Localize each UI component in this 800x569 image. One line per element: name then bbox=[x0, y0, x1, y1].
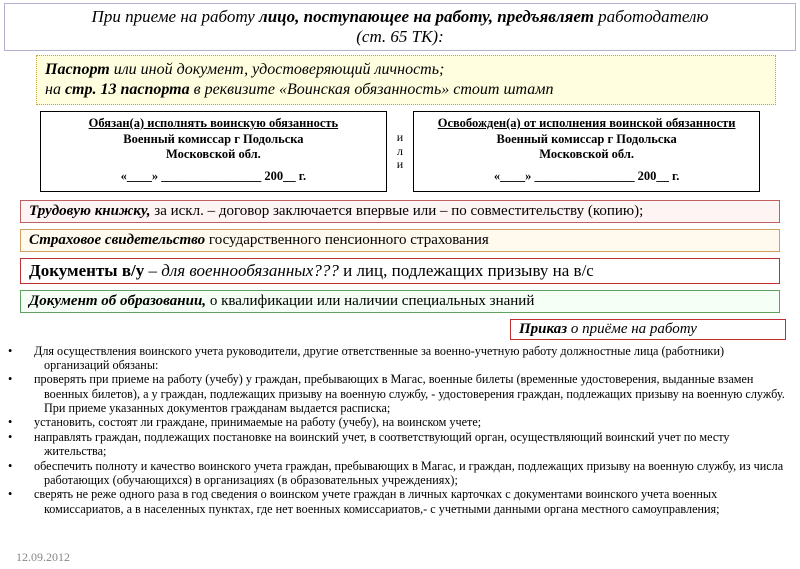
list-item: направлять граждан, подлежащих постановк… bbox=[10, 430, 790, 459]
passport-b1: Паспорт bbox=[45, 61, 110, 78]
passport-pre2: на bbox=[45, 81, 65, 98]
stamp-left-l3: «____» ________________ 200__ г. bbox=[121, 169, 307, 183]
band-obraz: Документ об образовании, о квалификации … bbox=[20, 290, 780, 313]
voen-i: – для военнообязанных??? bbox=[144, 261, 339, 280]
prikaz-rest: о приёме на работу bbox=[567, 321, 697, 337]
stamp-left-l1: Военный комиссар г Подольска bbox=[123, 132, 303, 146]
passport-box: Паспорт или иной документ, удостоверяющи… bbox=[36, 55, 776, 105]
ili-sep: и л и bbox=[397, 131, 403, 171]
voen-b: Документы в/у bbox=[29, 261, 144, 280]
strah-rest: государственного пенсионного страхования bbox=[205, 232, 489, 248]
list-item: Для осуществления воинского учета руково… bbox=[10, 344, 790, 373]
stamp-right-title: Освобожден(а) от исполнения воинской обя… bbox=[428, 116, 745, 132]
stamp-right-l2: Московской обл. bbox=[539, 147, 634, 161]
header-bold: лицо, поступающее на работу, предъявляет bbox=[259, 7, 594, 26]
ili-l: л bbox=[397, 145, 403, 158]
list-item: сверять не реже одного раза в год сведен… bbox=[10, 487, 790, 516]
header-box: При приеме на работу лицо, поступающее н… bbox=[4, 3, 796, 51]
bullets-list: Для осуществления воинского учета руково… bbox=[10, 344, 790, 517]
ili-i: и bbox=[397, 131, 403, 144]
header-post: работодателю bbox=[594, 7, 709, 26]
stamp-right-l1: Военный комиссар г Подольска bbox=[497, 132, 677, 146]
stamps-row: Обязан(а) исполнять воинскую обязанность… bbox=[40, 111, 760, 192]
footer-date: 12.09.2012 bbox=[16, 550, 70, 565]
list-item: установить, состоят ли граждане, принима… bbox=[10, 415, 790, 429]
header-pre: При приеме на работу bbox=[92, 7, 259, 26]
band-voen: Документы в/у – для военнообязанных??? и… bbox=[20, 258, 780, 284]
voen-rest: и лиц, подлежащих призыву на в/с bbox=[339, 261, 594, 280]
passport-r1: или иной документ, удостоверяющий личнос… bbox=[110, 61, 445, 78]
prikaz-b: Приказ bbox=[519, 321, 567, 337]
band-strah: Страховое свидетельство государственного… bbox=[20, 229, 780, 252]
ili-i2: и bbox=[397, 158, 403, 171]
stamp-left-title: Обязан(а) исполнять воинскую обязанность bbox=[55, 116, 372, 132]
trud-b: Трудовую книжку, bbox=[29, 203, 151, 219]
band-prikaz: Приказ о приёме на работу bbox=[510, 319, 786, 340]
strah-b: Страховое свидетельство bbox=[29, 232, 205, 248]
passport-post2: в реквизите «Воинская обязанность» стоит… bbox=[190, 81, 554, 98]
stamp-left-l2: Московской обл. bbox=[166, 147, 261, 161]
stamp-right: Освобожден(а) от исполнения воинской обя… bbox=[413, 111, 760, 192]
list-item: обеспечить полноту и качество воинского … bbox=[10, 459, 790, 488]
passport-b2: стр. 13 паспорта bbox=[65, 81, 190, 98]
list-item: проверять при приеме на работу (учебу) у… bbox=[10, 372, 790, 415]
header-line2: (ст. 65 ТК): bbox=[356, 27, 444, 46]
trud-rest: за искл. – договор заключается впервые и… bbox=[151, 203, 644, 219]
stamp-left: Обязан(а) исполнять воинскую обязанность… bbox=[40, 111, 387, 192]
obraz-rest: о квалификации или наличии специальных з… bbox=[206, 293, 534, 309]
band-trud: Трудовую книжку, за искл. – договор закл… bbox=[20, 200, 780, 223]
obraz-b: Документ об образовании, bbox=[29, 293, 206, 309]
stamp-right-l3: «____» ________________ 200__ г. bbox=[494, 169, 680, 183]
